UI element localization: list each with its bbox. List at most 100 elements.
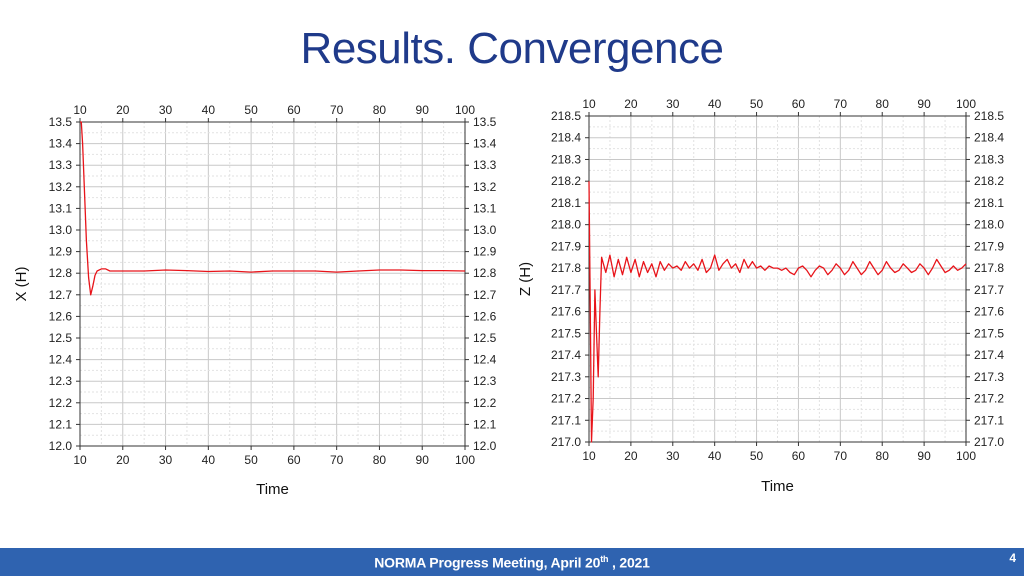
x-tick-label-bottom: 10 (582, 449, 596, 463)
x-tick-label-bottom: 30 (159, 453, 173, 467)
y-tick-label-left: 12.5 (49, 331, 73, 345)
y-tick-label-right: 218.4 (974, 131, 1004, 145)
y-axis-title: Z (H) (517, 262, 534, 296)
x-tick-label-top: 80 (876, 97, 890, 111)
y-tick-label-left: 13.0 (49, 223, 73, 237)
x-tick-label-bottom: 50 (750, 449, 764, 463)
y-tick-label-right: 13.1 (473, 201, 497, 215)
x-tick-label-bottom: 80 (373, 453, 387, 467)
y-tick-label-right: 217.1 (974, 413, 1004, 427)
y-tick-label-left: 12.7 (49, 288, 73, 302)
y-tick-label-left: 218.0 (551, 218, 581, 232)
y-tick-label-right: 217.3 (974, 370, 1004, 384)
y-tick-label-left: 12.1 (49, 417, 73, 431)
x-tick-label-top: 40 (708, 97, 722, 111)
y-tick-label-left: 12.6 (49, 309, 73, 323)
x-tick-label-top: 50 (244, 103, 258, 117)
x-axis-title: Time (256, 481, 289, 498)
y-tick-label-right: 218.1 (974, 196, 1004, 210)
x-tick-label-bottom: 70 (834, 449, 848, 463)
x-tick-label-bottom: 90 (917, 449, 931, 463)
y-tick-label-left: 13.3 (49, 158, 73, 172)
y-tick-label-left: 12.9 (49, 245, 73, 259)
x-tick-label-top: 10 (582, 97, 596, 111)
x-tick-label-top: 10 (73, 103, 87, 117)
y-tick-label-right: 13.5 (473, 115, 497, 129)
y-tick-label-left: 218.4 (551, 131, 581, 145)
x-tick-label-top: 60 (792, 97, 806, 111)
x-tick-label-bottom: 80 (876, 449, 890, 463)
y-tick-label-right: 13.4 (473, 137, 497, 151)
y-tick-label-left: 12.0 (49, 439, 73, 453)
y-tick-label-left: 217.1 (551, 413, 581, 427)
page-number: 4 (1009, 551, 1016, 565)
x-tick-label-bottom: 60 (287, 453, 301, 467)
y-tick-label-right: 218.0 (974, 218, 1004, 232)
y-axis-title: X (H) (13, 267, 30, 302)
y-tick-label-right: 217.8 (974, 261, 1004, 275)
y-tick-label-right: 12.6 (473, 309, 497, 323)
y-tick-label-right: 218.3 (974, 152, 1004, 166)
footer-bar: NORMA Progress Meeting, April 20th , 202… (0, 548, 1024, 576)
x-tick-label-top: 50 (750, 97, 764, 111)
y-tick-label-right: 12.0 (473, 439, 497, 453)
series-line (588, 181, 967, 443)
y-tick-label-right: 217.6 (974, 305, 1004, 319)
y-tick-label-left: 217.4 (551, 348, 581, 362)
x-tick-label-top: 20 (624, 97, 638, 111)
x-tick-label-top: 20 (116, 103, 130, 117)
x-tick-label-bottom: 30 (666, 449, 680, 463)
y-tick-label-right: 217.2 (974, 392, 1004, 406)
x-tick-label-bottom: 20 (624, 449, 638, 463)
y-tick-label-right: 217.5 (974, 326, 1004, 340)
x-tick-label-bottom: 20 (116, 453, 130, 467)
y-tick-label-left: 217.3 (551, 370, 581, 384)
x-tick-label-bottom: 50 (244, 453, 258, 467)
y-tick-label-left: 217.8 (551, 261, 581, 275)
y-tick-label-left: 218.1 (551, 196, 581, 210)
x-tick-label-bottom: 40 (202, 453, 216, 467)
y-tick-label-right: 217.7 (974, 283, 1004, 297)
y-tick-label-left: 13.5 (49, 115, 73, 129)
y-tick-label-right: 217.9 (974, 239, 1004, 253)
slide-title: Results. Convergence (300, 24, 724, 73)
y-tick-label-left: 217.0 (551, 435, 581, 449)
y-tick-label-right: 12.9 (473, 245, 497, 259)
x-tick-label-top: 100 (956, 97, 976, 111)
y-tick-label-left: 217.5 (551, 326, 581, 340)
y-tick-label-right: 13.2 (473, 180, 497, 194)
y-tick-label-left: 12.3 (49, 374, 73, 388)
y-tick-label-right: 12.1 (473, 417, 497, 431)
y-tick-label-right: 12.7 (473, 288, 497, 302)
x-tick-label-bottom: 100 (956, 449, 976, 463)
y-tick-label-left: 13.2 (49, 180, 73, 194)
y-tick-label-right: 218.2 (974, 174, 1004, 188)
x-tick-label-bottom: 100 (455, 453, 475, 467)
y-tick-label-left: 217.9 (551, 239, 581, 253)
footer-text: NORMA Progress Meeting, April 20th , 202… (0, 554, 1024, 571)
y-tick-label-left: 13.4 (49, 137, 73, 151)
y-tick-label-right: 12.8 (473, 266, 497, 280)
y-tick-label-right: 12.3 (473, 374, 497, 388)
y-tick-label-right: 12.5 (473, 331, 497, 345)
series-line (80, 121, 466, 296)
y-tick-label-right: 217.0 (974, 435, 1004, 449)
grid (588, 115, 967, 443)
x-tick-label-top: 30 (666, 97, 680, 111)
y-tick-label-left: 218.3 (551, 152, 581, 166)
footer-text-year: , 2021 (608, 554, 650, 571)
footer-text-superscript: th (600, 554, 609, 564)
plot-frame (79, 121, 466, 447)
y-tick-label-right: 13.0 (473, 223, 497, 237)
x-tick-label-top: 90 (917, 97, 931, 111)
x-tick-label-top: 90 (416, 103, 430, 117)
y-tick-label-right: 12.2 (473, 396, 497, 410)
y-tick-label-right: 13.3 (473, 158, 497, 172)
y-tick-label-left: 217.7 (551, 283, 581, 297)
x-tick-label-top: 30 (159, 103, 173, 117)
y-tick-label-left: 12.8 (49, 266, 73, 280)
y-tick-label-left: 12.2 (49, 396, 73, 410)
x-tick-label-top: 70 (330, 103, 344, 117)
